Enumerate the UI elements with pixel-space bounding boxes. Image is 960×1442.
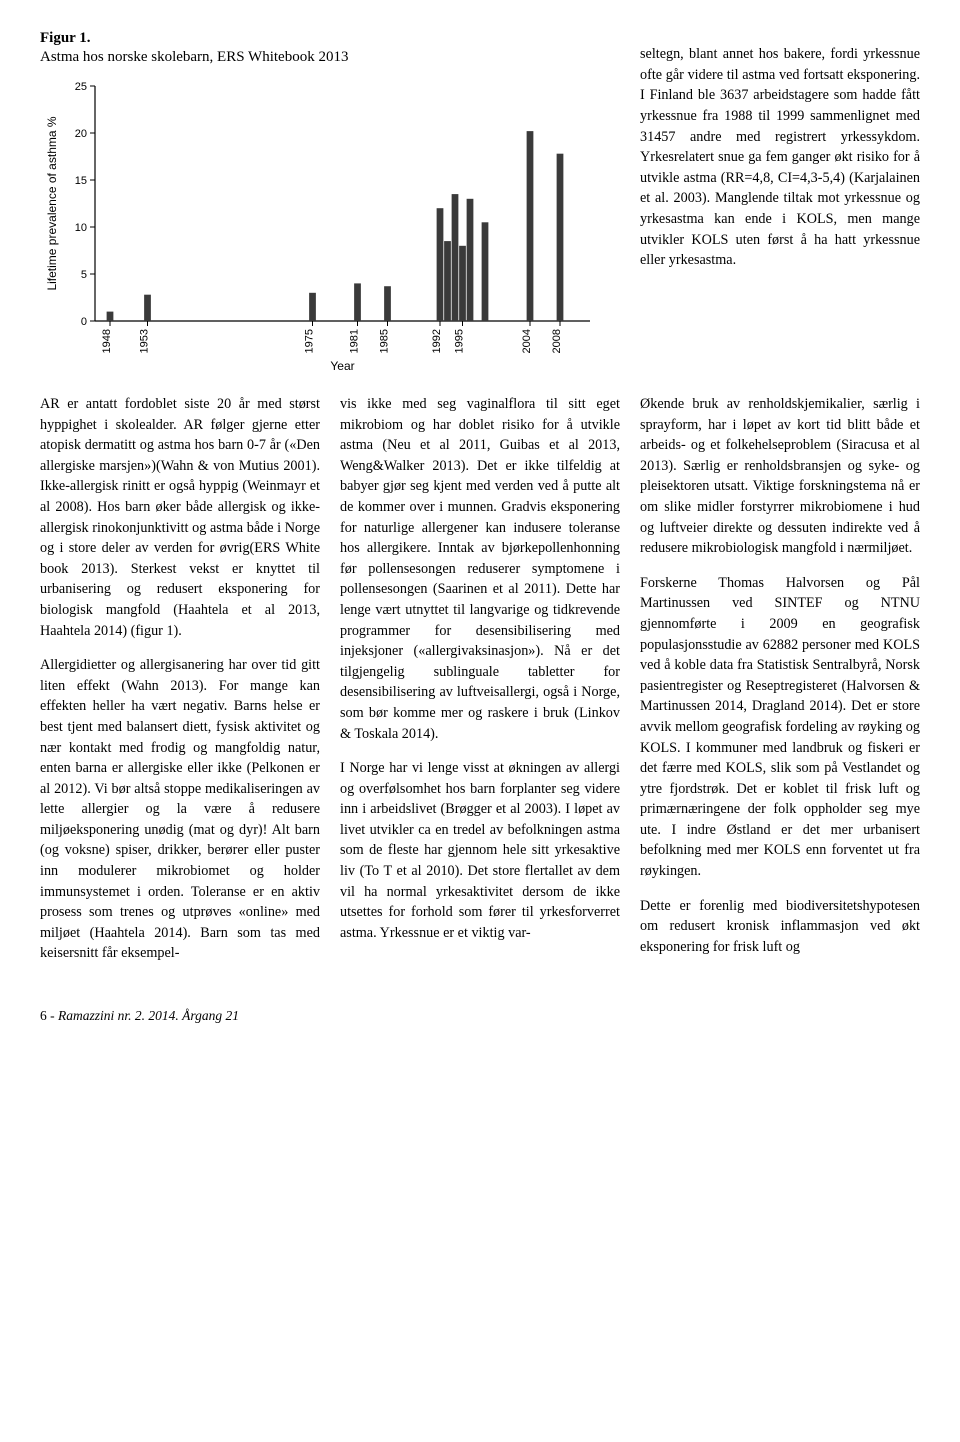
paragraph: Allergidietter og allergisanering har ov… [40,655,320,964]
paragraph: AR er antatt fordoblet siste 20 år med s… [40,394,320,641]
column-1: AR er antatt fordoblet siste 20 år med s… [40,394,320,978]
body-columns: AR er antatt fordoblet siste 20 år med s… [40,394,920,978]
svg-text:1953: 1953 [139,329,151,353]
svg-text:1985: 1985 [379,329,391,353]
paragraph: Økende bruk av renholdskjemikalier, særl… [640,394,920,559]
top-right-text: seltegn, blant annet hos bakere, fordi y… [640,30,920,376]
svg-text:0: 0 [81,316,87,328]
svg-text:10: 10 [75,222,87,234]
journal-ref: Ramazzini nr. 2. 2014. Årgang 21 [58,1008,239,1023]
asthma-chart: 0 5 10 15 20 25 1948 1953 1975 1981 1985 1992 1995 20… [40,76,600,376]
svg-text:Year: Year [330,359,354,373]
svg-text:1975: 1975 [304,329,316,353]
column-2: vis ikke med seg vaginalflora til sitt e… [340,394,620,978]
svg-text:1995: 1995 [454,329,466,353]
svg-text:2004: 2004 [521,329,533,353]
svg-text:20: 20 [75,128,87,140]
figure-1: Figur 1. Astma hos norske skolebarn, ERS… [40,30,620,376]
svg-text:1948: 1948 [101,329,113,353]
svg-text:1981: 1981 [349,329,361,353]
paragraph: Forskerne Thomas Halvorsen og Pål Martin… [640,573,920,882]
column-3: Økende bruk av renholdskjemikalier, særl… [640,394,920,978]
paragraph: vis ikke med seg vaginalflora til sitt e… [340,394,620,744]
paragraph: Dette er forenlig med biodiversitetshypo… [640,896,920,958]
svg-text:25: 25 [75,81,87,93]
page-number: 6 [40,1008,47,1023]
page-footer: 6 - Ramazzini nr. 2. 2014. Årgang 21 [40,1008,920,1024]
svg-text:1992: 1992 [431,329,443,353]
paragraph: I Norge har vi lenge visst at økningen a… [340,758,620,943]
svg-text:2008: 2008 [551,329,563,353]
svg-text:5: 5 [81,269,87,281]
figure-label: Figur 1. [40,30,620,47]
paragraph: seltegn, blant annet hos bakere, fordi y… [640,44,920,271]
svg-text:15: 15 [75,175,87,187]
figure-title: Astma hos norske skolebarn, ERS Whiteboo… [40,49,620,66]
svg-text:Lifetime prevalence of asthma: Lifetime prevalence of asthma % [45,116,59,290]
